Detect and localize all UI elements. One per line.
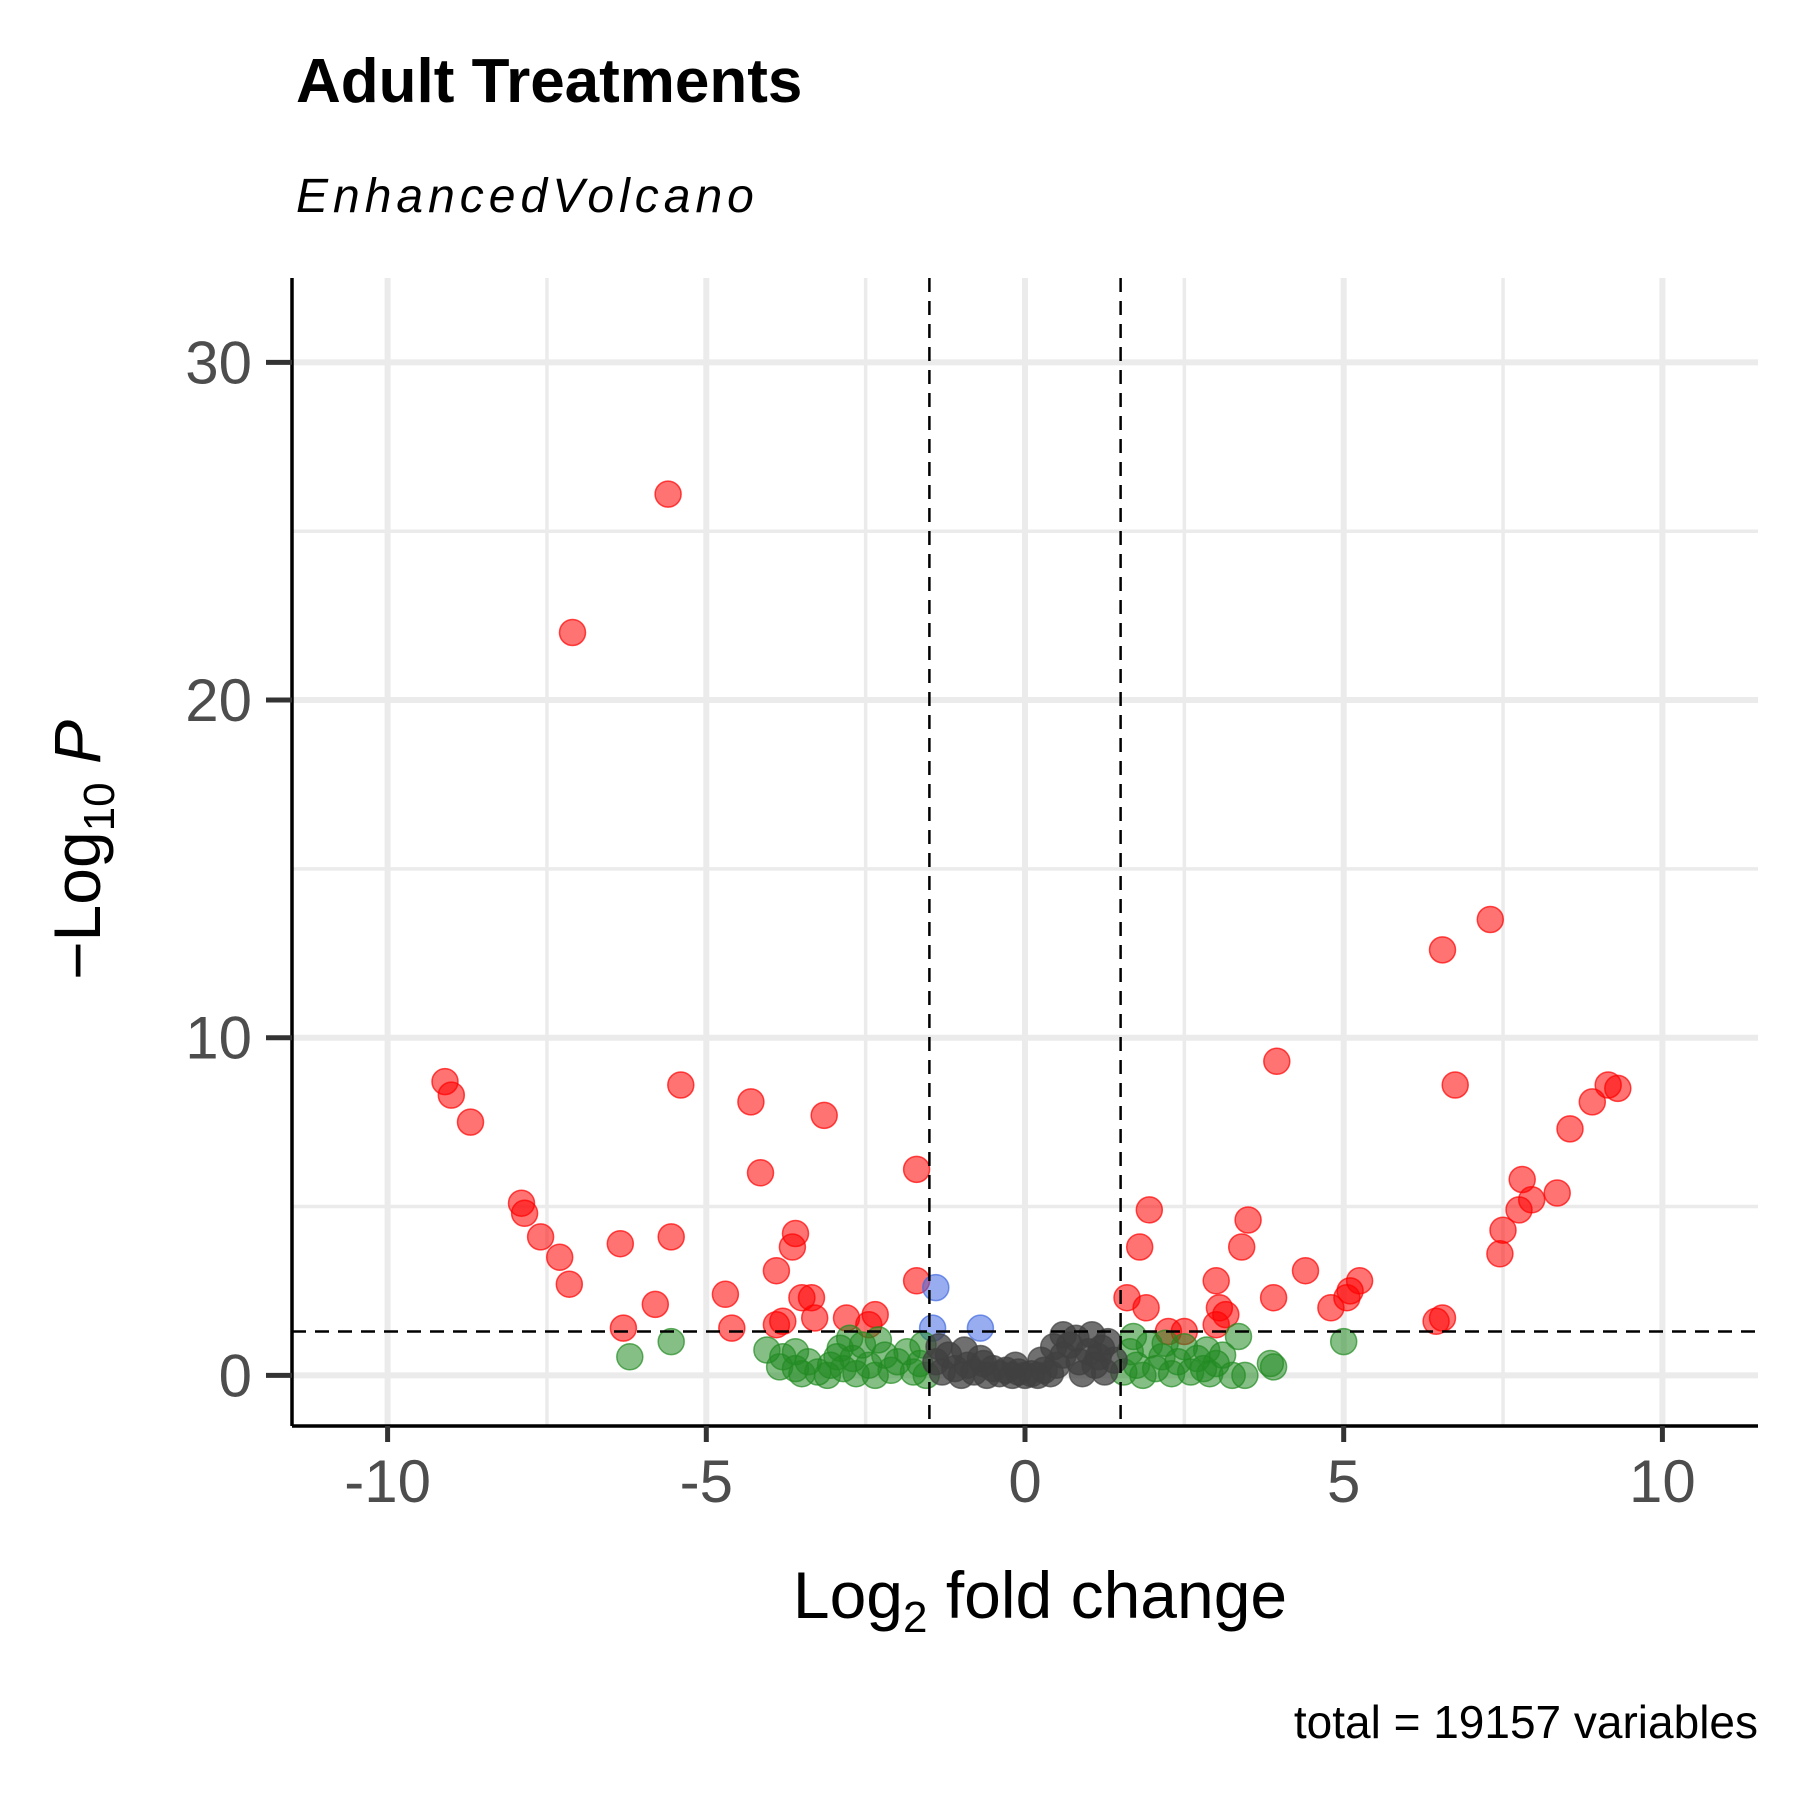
point-p [922,1273,950,1302]
point-p_and_log2fc [1234,1206,1262,1234]
data-points [431,480,1632,1390]
point-ns [1039,1332,1068,1361]
point-p_and_log2fc [1291,1256,1320,1285]
point-ns [969,1349,998,1378]
point-p_and_log2fc [1202,1267,1230,1295]
caption: total = 19157 variables [1294,1696,1758,1748]
point-p_and_log2fc [657,1223,685,1251]
cutoff-lines [292,278,1758,1426]
point-p_and_log2fc [1428,936,1457,964]
point-p_and_log2fc [555,1270,584,1298]
point-p_and_log2fc [437,1081,466,1109]
point-ns [950,1336,979,1364]
point-p_and_log2fc [1476,905,1505,934]
x-axis-title-main: Log [793,1558,903,1632]
point-p_and_log2fc [1604,1074,1632,1103]
point-p_and_log2fc [902,1155,931,1184]
y-axis-title: −Log10 P [40,720,124,980]
y-axis-title-sub: 10 [75,782,124,831]
x-axis-title-rest: fold change [927,1558,1287,1632]
point-p_and_log2fc [1428,1304,1457,1332]
point-p_and_log2fc [1345,1267,1374,1295]
point-log2fc [1119,1322,1148,1351]
point-p_and_log2fc [456,1108,485,1136]
point-p_and_log2fc [711,1280,740,1309]
grid [292,278,1758,1426]
y-axis-title-rest: P [40,720,114,782]
point-p_and_log2fc [545,1243,574,1271]
point-p_and_log2fc [1259,1283,1288,1312]
x-tick-label: 0 [1008,1448,1041,1515]
point-p_and_log2fc [654,480,682,508]
point-p_and_log2fc [810,1101,838,1130]
point-p_and_log2fc [1517,1186,1546,1214]
point-p_and_log2fc [800,1304,829,1332]
point-p_and_log2fc [1132,1294,1160,1322]
point-log2fc [823,1343,851,1371]
y-tick-label: 10 [185,1005,252,1072]
point-log2fc [842,1359,870,1388]
point-p_and_log2fc [737,1088,765,1116]
point-p_and_log2fc [769,1307,797,1336]
point-p_and_log2fc [1125,1233,1154,1261]
x-tick-label: 10 [1629,1448,1696,1515]
chart-title: Adult Treatments [296,47,802,116]
point-log2fc [657,1327,685,1356]
point-p_and_log2fc [526,1223,555,1251]
point-log2fc [1231,1361,1259,1390]
point-log2fc [1224,1322,1253,1351]
point-p_and_log2fc [558,618,587,647]
point-log2fc [1192,1336,1221,1364]
series-log2fc [616,1322,1358,1390]
point-p_and_log2fc [1135,1196,1164,1224]
point-p_and_log2fc [1263,1047,1291,1076]
point-p_and_log2fc [667,1071,695,1099]
point-log2fc [1151,1329,1179,1358]
y-tick-label: 30 [185,329,252,396]
point-log2fc [1259,1353,1288,1381]
point-p_and_log2fc [778,1233,807,1261]
y-tick-label: 0 [219,1342,252,1409]
y-tick-label: 20 [185,667,252,734]
point-ns [1001,1351,1030,1379]
point-log2fc [864,1326,893,1354]
point-p [966,1314,995,1342]
point-ns [1084,1343,1113,1371]
point-p_and_log2fc [606,1229,635,1258]
point-p_and_log2fc [609,1314,638,1342]
x-axis-title-sub: 2 [903,1593,927,1642]
point-p_and_log2fc [510,1199,539,1228]
point-p_and_log2fc [641,1290,670,1319]
point-p_and_log2fc [746,1159,775,1187]
point-p_and_log2fc [1543,1179,1571,1207]
point-log2fc [788,1359,816,1388]
point-p_and_log2fc [1486,1240,1514,1268]
y-axis-title-main: −Log [40,831,114,980]
point-p_and_log2fc [1578,1088,1607,1116]
x-tick-label: 5 [1327,1448,1360,1515]
point-p_and_log2fc [1441,1071,1469,1099]
chart-subtitle: EnhancedVolcano [296,170,759,223]
tick-labels: -10 -5 0 5 10 0 10 20 30 [185,329,1696,1515]
point-log2fc [1329,1327,1358,1356]
point-p_and_log2fc [1556,1115,1584,1143]
point-log2fc [616,1343,644,1371]
x-tick-label: -5 [680,1448,733,1515]
x-axis-title: Log2 fold change [793,1558,1287,1642]
point-p_and_log2fc [718,1314,746,1342]
point-p_and_log2fc [1227,1233,1256,1261]
x-tick-label: -10 [344,1448,431,1515]
series-p_and_log2fc [431,480,1632,1346]
point-p_and_log2fc [762,1256,791,1285]
